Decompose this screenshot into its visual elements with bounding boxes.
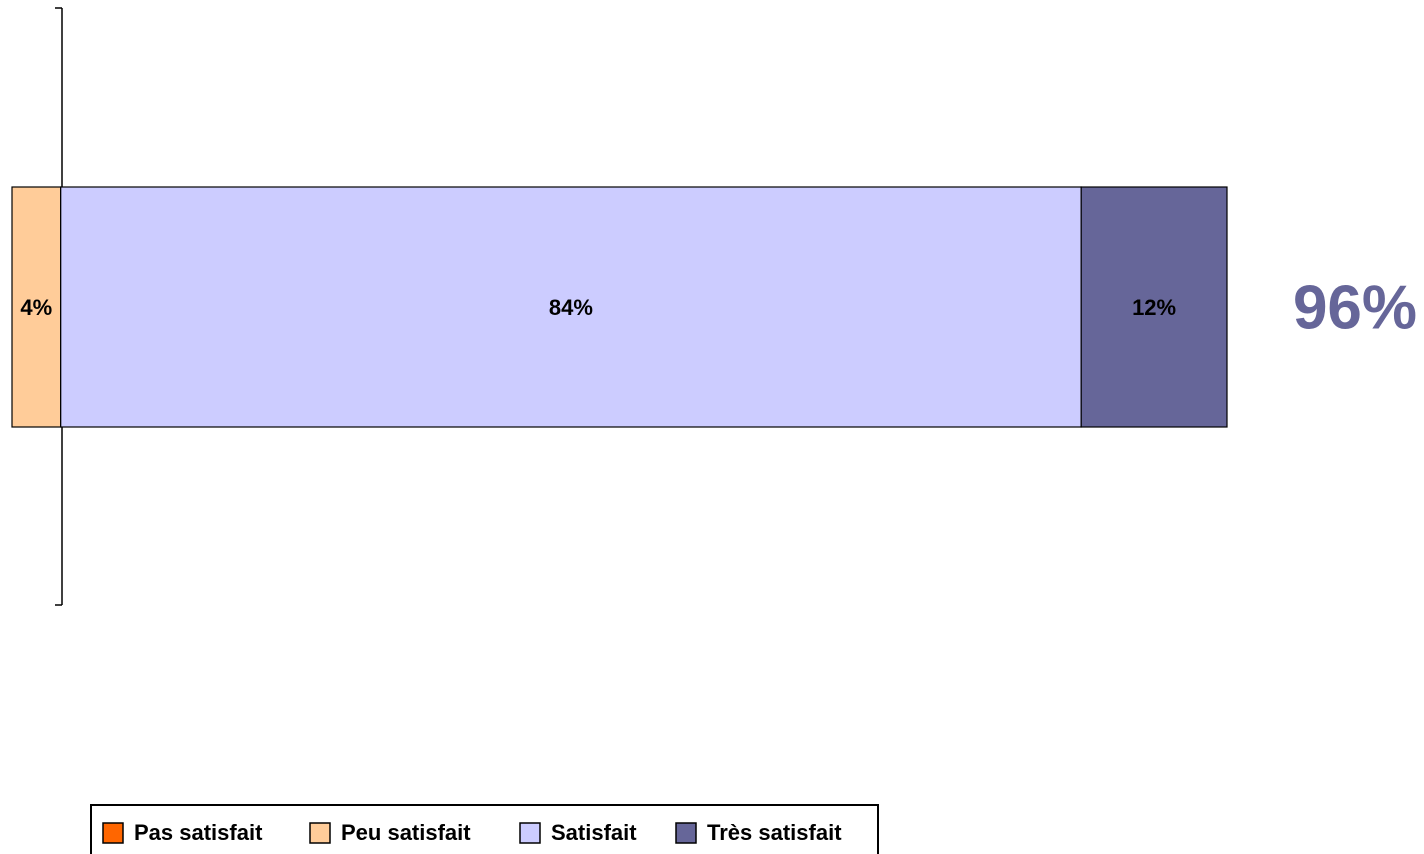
legend-swatch — [102, 822, 124, 844]
legend-label: Très satisfait — [707, 820, 842, 845]
legend-swatch — [519, 822, 541, 844]
legend-swatch — [309, 822, 331, 844]
legend-label: Pas satisfait — [134, 820, 263, 845]
legend-swatch — [675, 822, 697, 844]
legend-box — [90, 804, 879, 854]
bar-segment — [1080, 186, 1228, 428]
data-label: 12% — [1132, 295, 1176, 320]
bar-segment — [11, 186, 62, 428]
data-label: 4% — [20, 295, 52, 320]
legend-label: Peu satisfait — [341, 820, 471, 845]
bar-segment — [59, 186, 1082, 428]
data-label: 84% — [549, 295, 593, 320]
legend-label: Satisfait — [551, 820, 637, 845]
annotation: 96% — [1293, 273, 1417, 342]
